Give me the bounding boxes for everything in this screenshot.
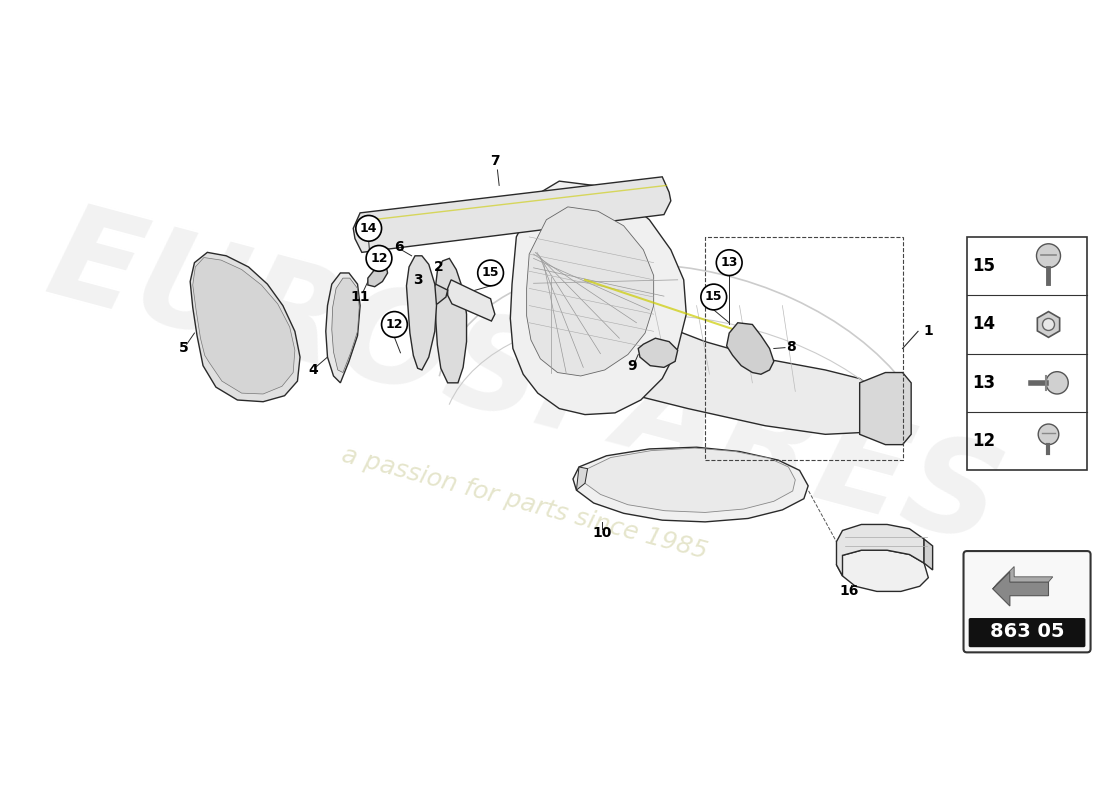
Text: 1: 1 [924,324,933,338]
Polygon shape [190,252,300,402]
Polygon shape [407,256,437,370]
Polygon shape [353,177,671,252]
Polygon shape [332,278,360,373]
Polygon shape [638,338,678,367]
Text: 15: 15 [482,266,499,279]
Polygon shape [836,550,928,591]
Polygon shape [326,273,360,383]
Polygon shape [367,262,387,286]
FancyBboxPatch shape [969,618,1086,647]
Polygon shape [527,207,653,376]
Polygon shape [573,447,808,522]
FancyBboxPatch shape [964,551,1090,652]
Polygon shape [727,322,773,374]
Text: 16: 16 [839,583,859,598]
Polygon shape [992,572,1048,606]
Polygon shape [434,258,466,383]
Circle shape [355,215,382,242]
Circle shape [1046,372,1068,394]
Polygon shape [836,525,924,576]
Circle shape [701,284,727,310]
Polygon shape [448,280,495,321]
Text: 15: 15 [705,290,723,303]
Polygon shape [582,448,795,513]
Text: EUROSPARES: EUROSPARES [35,194,1014,571]
Circle shape [716,250,742,275]
Text: 12: 12 [386,318,404,331]
Text: 13: 13 [972,374,996,392]
Text: 7: 7 [491,154,499,168]
Polygon shape [429,284,448,304]
Polygon shape [568,280,877,434]
Polygon shape [860,373,911,445]
Text: 4: 4 [308,363,318,377]
Text: 3: 3 [412,273,422,287]
Polygon shape [192,258,295,394]
Circle shape [366,246,392,271]
Text: 14: 14 [972,315,996,334]
Circle shape [1038,424,1059,445]
Polygon shape [510,181,686,414]
Text: 9: 9 [627,358,637,373]
Text: 11: 11 [351,290,370,304]
Text: 6: 6 [394,240,404,254]
Text: a passion for parts since 1985: a passion for parts since 1985 [340,442,711,563]
Circle shape [382,311,407,338]
Bar [967,237,1087,470]
Polygon shape [924,539,933,570]
Text: 13: 13 [720,256,738,269]
Circle shape [1036,244,1060,268]
Text: 12: 12 [371,252,387,265]
Text: 12: 12 [972,432,996,450]
Text: 2: 2 [434,260,444,274]
Polygon shape [576,467,587,490]
Text: 14: 14 [360,222,377,235]
Bar [705,237,903,460]
Text: 863 05: 863 05 [990,622,1065,642]
Text: 8: 8 [786,340,796,354]
Text: 15: 15 [972,257,996,275]
Circle shape [1043,318,1055,330]
Text: 5: 5 [178,342,188,355]
Polygon shape [1037,311,1059,338]
Polygon shape [992,566,1053,589]
Text: 10: 10 [593,526,612,540]
Circle shape [477,260,504,286]
